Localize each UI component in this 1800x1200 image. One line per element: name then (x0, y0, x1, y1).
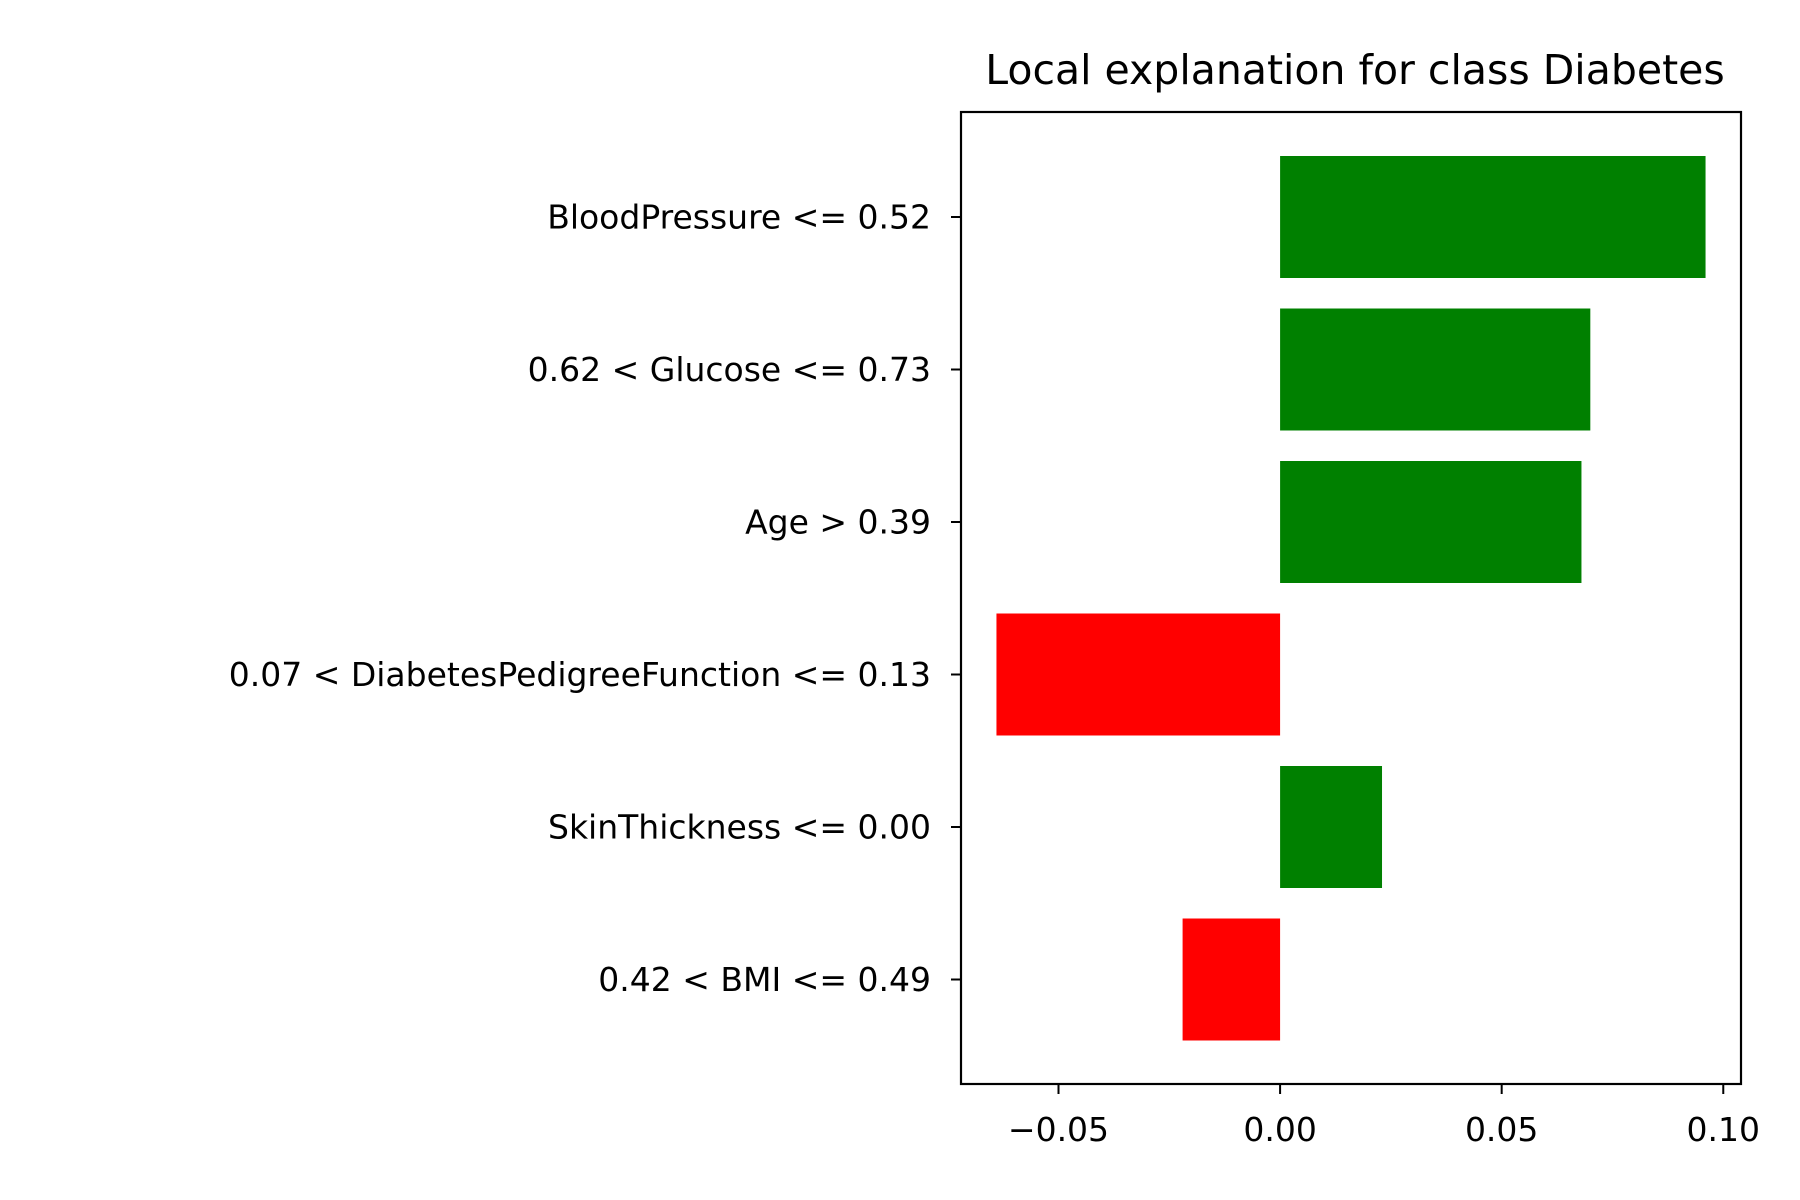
x-tick-label-3: 0.10 (1687, 1110, 1760, 1149)
bar-3 (996, 613, 1281, 736)
x-tick-label-0: −0.05 (1008, 1110, 1109, 1149)
x-axis-ticks: −0.05 0.00 0.05 0.10 (1008, 1084, 1760, 1149)
y-tick-label-4: SkinThickness <= 0.00 (548, 808, 931, 847)
y-tick-label-3: 0.07 < DiabetesPedigreeFunction <= 0.13 (229, 655, 931, 694)
plot-frame (959, 110, 1743, 1086)
bar-1 (1280, 308, 1591, 431)
bar-0 (1280, 156, 1706, 278)
y-tick-label-2: Age > 0.39 (745, 503, 931, 542)
x-tick-label-1: 0.00 (1243, 1110, 1316, 1149)
y-axis-ticks: BloodPressure <= 0.52 0.62 < Glucose <= 0… (229, 198, 961, 999)
y-tick-label-0: BloodPressure <= 0.52 (547, 198, 931, 237)
x-tick-label-2: 0.05 (1465, 1110, 1538, 1149)
bars-layer (996, 156, 1706, 1041)
bar-2 (1280, 461, 1582, 583)
bar-4 (1280, 766, 1383, 888)
y-tick-label-1: 0.62 < Glucose <= 0.73 (528, 350, 931, 389)
chart-title: Local explanation for class Diabetes (985, 46, 1725, 94)
bar-5 (1182, 918, 1281, 1041)
y-tick-label-5: 0.42 < BMI <= 0.49 (598, 960, 931, 999)
